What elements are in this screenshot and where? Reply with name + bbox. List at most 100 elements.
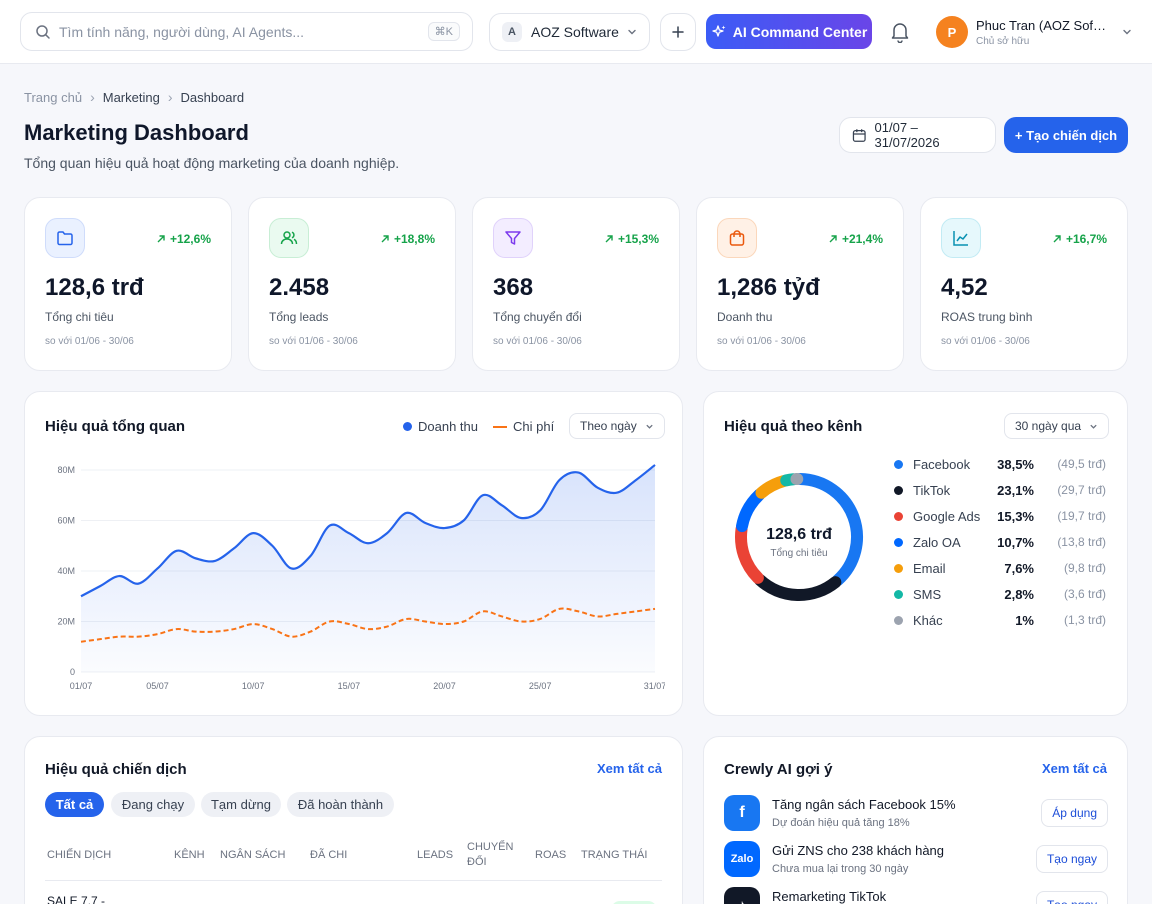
kpi-card-spend: +12,6% 128,6 trđ Tổng chi tiêu so với 01… xyxy=(24,197,232,371)
donut-slice-zalo-oa[interactable] xyxy=(736,488,766,533)
col-status[interactable]: Trạng thái xyxy=(581,849,648,861)
search-input[interactable]: Tìm tính năng, người dùng, AI Agents... xyxy=(59,23,305,40)
chevron-down-icon xyxy=(646,424,653,429)
channel-title: Hiệu quả theo kênh xyxy=(724,418,863,435)
chevron-down-icon xyxy=(1123,29,1131,35)
chevron-down-icon xyxy=(1090,424,1097,429)
donut-center-label: Tổng chi tiêu xyxy=(770,548,828,559)
add-button[interactable] xyxy=(660,13,696,51)
x-tick-label: 15/07 xyxy=(338,681,361,691)
x-tick-label: 10/07 xyxy=(242,681,265,691)
suggestions-view-all-link[interactable]: Xem tất cả xyxy=(1041,761,1107,776)
channel-dot xyxy=(894,511,903,521)
notifications-button[interactable] xyxy=(888,19,912,45)
apply-button[interactable]: Áp dụng xyxy=(1041,799,1108,827)
shopping-bag-icon xyxy=(717,218,757,258)
donut-slice-facebook[interactable] xyxy=(794,473,863,587)
y-tick-label: 0 xyxy=(70,667,75,677)
kpi-label: Tổng leads xyxy=(269,310,329,324)
user-menu[interactable]: P Phuc Tran (AOZ Software) Chủ sở hữu xyxy=(936,14,1132,50)
col-budget[interactable]: Ngân sách xyxy=(220,849,286,861)
tab-paused[interactable]: Tạm dừng xyxy=(201,792,281,817)
kpi-card-revenue: +21,4% 1,286 tỷđ Doanh thu so với 01/06 … xyxy=(696,197,904,371)
trend-up-icon xyxy=(829,235,837,243)
create-campaign-button[interactable]: + Tạo chiến dịch xyxy=(1004,117,1128,153)
search-box[interactable]: Tìm tính năng, người dùng, AI Agents... … xyxy=(20,12,473,51)
kpi-value: 1,286 tỷđ xyxy=(717,274,820,301)
overview-period-select[interactable]: Theo ngày xyxy=(569,413,665,439)
create-now-button[interactable]: Tạo ngay xyxy=(1035,891,1108,904)
legend-cost: Chi phí xyxy=(493,419,554,434)
breadcrumb-home[interactable]: Trang chủ xyxy=(24,89,83,105)
channel-row-sms: SMS 2,8% (3,6 trđ) xyxy=(894,585,1106,603)
kpi-value: 128,6 trđ xyxy=(45,274,144,301)
kpi-delta: +12,6% xyxy=(156,232,211,246)
x-tick-label: 31/07 xyxy=(644,681,665,691)
channel-period-select[interactable]: 30 ngày qua xyxy=(1004,413,1110,439)
campaigns-card: Hiệu quả chiến dịch Xem tất cả Tất cả Đa… xyxy=(24,736,683,904)
donut-slice-email[interactable] xyxy=(755,475,790,499)
col-spent[interactable]: Đã chi xyxy=(310,849,348,861)
zalo-icon: Zalo xyxy=(724,841,760,877)
date-range-label: 01/07 – 31/07/2026 xyxy=(874,120,940,150)
ai-command-center-button[interactable]: AI Command Center xyxy=(706,14,872,49)
legend-revenue: Doanh thu xyxy=(403,419,478,434)
suggestion-title: Remarketing TikTok xyxy=(772,889,887,904)
channel-dot xyxy=(894,485,903,495)
user-name: Phuc Tran (AOZ Software) xyxy=(976,17,1108,33)
suggestion-item: f Tăng ngân sách Facebook 15% Dự đoán hi… xyxy=(724,795,1108,835)
col-roas[interactable]: ROAS xyxy=(535,849,567,861)
tab-all[interactable]: Tất cả xyxy=(45,792,104,817)
trend-up-icon xyxy=(157,235,165,243)
kpi-value: 368 xyxy=(493,274,534,301)
col-leads[interactable]: Leads xyxy=(417,849,454,861)
ai-suggestions-title: Crewly AI gợi ý xyxy=(724,761,833,778)
table-row[interactable]: SALE 7.7 - xyxy=(45,881,662,904)
trend-up-icon xyxy=(1053,235,1061,243)
channel-row-facebook: Facebook 38,5% (49,5 trđ) xyxy=(894,455,1106,473)
channel-row-google-ads: Google Ads 15,3% (19,7 trđ) xyxy=(894,507,1106,525)
kpi-label: Tổng chi tiêu xyxy=(45,310,114,324)
kpi-value: 2.458 xyxy=(269,274,330,301)
channel-row-other: Khác 1% (1,3 trđ) xyxy=(894,611,1106,629)
page-title: Marketing Dashboard xyxy=(24,120,249,145)
breadcrumb-marketing[interactable]: Marketing xyxy=(102,89,160,105)
kpi-label: Doanh thu xyxy=(717,310,773,324)
campaigns-title: Hiệu quả chiến dịch xyxy=(45,761,187,778)
overview-chart-card: Hiệu quả tổng quan Doanh thu Chi phí The… xyxy=(24,391,683,716)
kpi-delta: +15,3% xyxy=(604,232,659,246)
campaigns-view-all-link[interactable]: Xem tất cả xyxy=(596,761,662,776)
breadcrumb: Trang chủ › Marketing › Dashboard xyxy=(24,89,244,105)
org-name: AOZ Software xyxy=(531,24,619,40)
kpi-card-leads: +18,8% 2.458 Tổng leads so với 01/06 - 3… xyxy=(248,197,456,371)
suggestion-desc: Chưa mua lại trong 30 ngày xyxy=(772,863,909,875)
donut-slice-google-ads[interactable] xyxy=(735,523,764,584)
y-tick-label: 20M xyxy=(57,617,75,627)
kpi-compare: so với 01/06 - 30/06 xyxy=(941,336,1030,347)
org-badge: A xyxy=(502,22,522,42)
tab-completed[interactable]: Đã hoàn thành xyxy=(287,792,394,817)
kpi-label: ROAS trung bình xyxy=(941,310,1033,324)
kpi-label: Tổng chuyển đổi xyxy=(493,310,582,324)
donut-slice-tiktok[interactable] xyxy=(753,573,842,601)
channel-row-tiktok: TikTok 23,1% (29,7 trđ) xyxy=(894,481,1106,499)
kpi-card-roas: +16,7% 4,52 ROAS trung bình so với 01/06… xyxy=(920,197,1128,371)
date-range-picker[interactable]: 01/07 – 31/07/2026 xyxy=(839,117,996,153)
org-switcher[interactable]: A AOZ Software xyxy=(489,13,650,51)
kpi-compare: so với 01/06 - 30/06 xyxy=(717,336,806,347)
page-subtitle: Tổng quan hiệu quả hoạt động marketing c… xyxy=(24,155,400,171)
col-campaign[interactable]: Chiến dịch xyxy=(47,849,112,861)
sparkle-icon xyxy=(712,24,726,37)
tab-running[interactable]: Đang chạy xyxy=(111,792,195,817)
tiktok-icon: ♪ xyxy=(724,887,760,904)
campaign-name: SALE 7.7 - xyxy=(47,894,106,904)
calendar-icon xyxy=(852,128,866,142)
col-conversions[interactable]: Chuyển đổi xyxy=(467,841,514,868)
kpi-card-conversions: +15,3% 368 Tổng chuyển đổi so với 01/06 … xyxy=(472,197,680,371)
top-bar: Tìm tính năng, người dùng, AI Agents... … xyxy=(0,0,1152,64)
legend-dot xyxy=(403,422,412,431)
create-now-button[interactable]: Tạo ngay xyxy=(1035,845,1108,873)
x-tick-label: 01/07 xyxy=(70,681,93,691)
trend-up-icon xyxy=(381,235,389,243)
col-channel[interactable]: Kênh xyxy=(174,849,205,861)
